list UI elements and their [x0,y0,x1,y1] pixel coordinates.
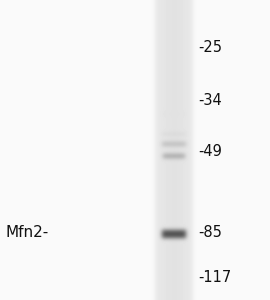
Text: -25: -25 [198,40,222,56]
Text: -34: -34 [198,93,222,108]
Text: -85: -85 [198,225,222,240]
Text: -117: -117 [198,270,232,285]
Text: Mfn2-: Mfn2- [5,225,49,240]
Text: -49: -49 [198,144,222,159]
